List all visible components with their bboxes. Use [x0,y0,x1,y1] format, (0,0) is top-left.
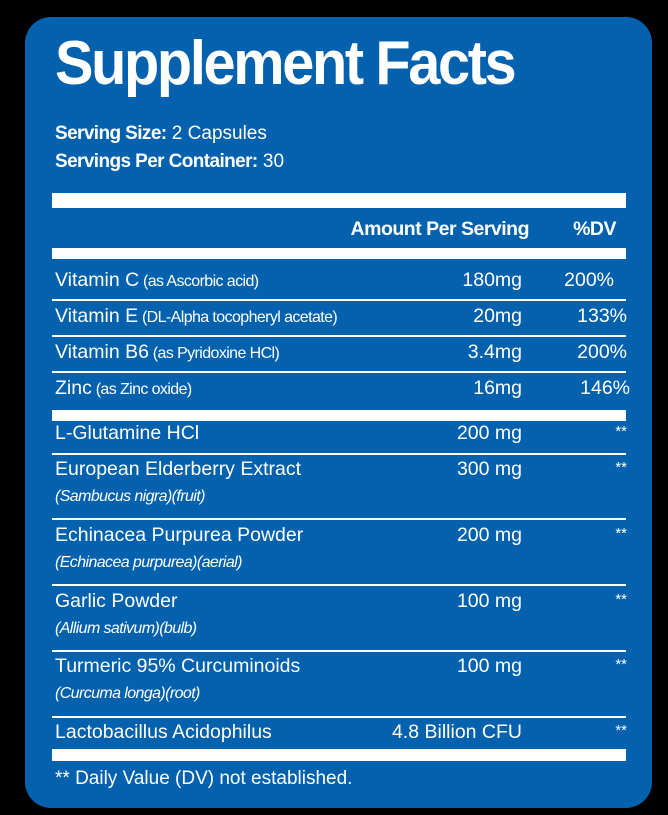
ingredient-name: Turmeric 95% Curcuminoids [55,655,301,677]
ingredient-dv: ** [615,722,627,739]
nutrient-dv: 146% [580,377,630,399]
label-title: Supplement Facts [55,29,517,98]
divider-thick-bottom [52,749,626,761]
header-dv: %DV [573,218,616,240]
nutrient-name: Vitamin B6 (as Pyridoxine HCl) [55,341,280,363]
nutrient-dv: 200% [564,269,614,291]
ingredient-dv: ** [615,459,627,476]
row-divider [52,299,626,301]
ingredient-amount: 300 mg [456,458,522,480]
nutrient-name: Zinc (as Zinc oxide) [55,377,192,399]
divider-thick-header [52,248,626,259]
nutrient-name: Vitamin E (DL-Alpha tocopheryl acetate) [55,305,338,327]
footnote: ** Daily Value (DV) not established. [55,768,353,789]
divider-thick-mid [52,410,626,421]
ingredient-name: Garlic Powder [55,590,178,612]
ingredient-source: (Allium sativum)(bulb) [55,620,197,637]
serving-size-label: Serving Size: [55,123,167,144]
nutrient-amount: 180mg [462,269,522,291]
ingredient-amount: 100 mg [456,590,522,612]
row-divider [52,650,626,652]
servings-per-container: Servings Per Container: 30 [55,152,284,171]
serving-size: Serving Size: 2 Capsules [55,124,267,143]
ingredient-source: (Curcuma longa)(root) [55,685,200,702]
row-divider [52,453,626,455]
ingredient-name: Echinacea Purpurea Powder [55,524,304,546]
divider-thick-top [52,193,626,208]
ingredient-dv: ** [615,525,627,542]
nutrient-amount: 3.4mg [467,341,522,363]
nutrient-amount: 20mg [473,305,522,327]
ingredient-source: (Sambucus nigra)(fruit) [55,488,205,505]
ingredient-dv: ** [615,656,627,673]
row-divider [52,584,626,586]
ingredient-amount: 200 mg [456,422,522,444]
ingredient-source: (Echinacea purpurea)(aerial) [55,554,242,571]
ingredient-amount: 200 mg [456,524,522,546]
header-amount-per-serving: Amount Per Serving [350,218,530,240]
servings-per-container-label: Servings Per Container: [55,151,258,172]
row-divider [52,371,626,373]
row-divider [52,716,626,718]
row-divider [52,335,626,337]
row-divider [52,518,626,520]
servings-per-container-value: 30 [257,151,285,172]
serving-size-value: 2 Capsules [166,123,267,144]
nutrient-amount: 16mg [473,377,522,399]
supplement-facts-panel: Supplement Facts Serving Size: 2 Capsule… [25,17,652,808]
nutrient-dv: 133% [577,305,627,327]
ingredient-name: L-Glutamine HCl [55,422,200,444]
ingredient-amount: 4.8 Billion CFU [391,721,522,743]
nutrient-name: Vitamin C (as Ascorbic acid) [55,269,259,291]
ingredient-name: European Elderberry Extract [55,458,302,480]
ingredient-amount: 100 mg [456,655,522,677]
ingredient-dv: ** [615,591,627,608]
nutrient-dv: 200% [577,341,627,363]
ingredient-dv: ** [615,423,627,440]
ingredient-name: Lactobacillus Acidophilus [55,721,272,743]
